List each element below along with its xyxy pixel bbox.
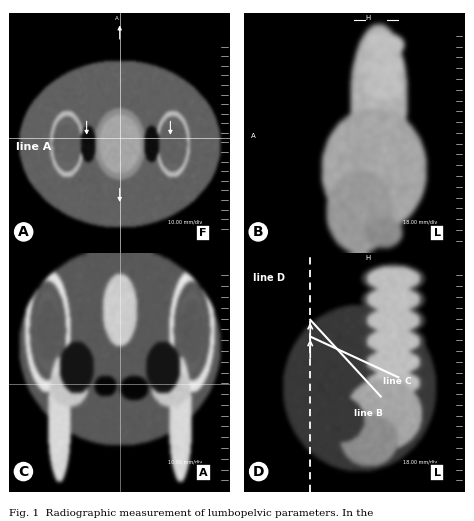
Text: F: F	[199, 228, 207, 238]
Text: A: A	[18, 225, 29, 239]
Text: A: A	[251, 133, 255, 139]
Text: 18.00 mm/div: 18.00 mm/div	[403, 460, 437, 465]
Text: H: H	[365, 15, 371, 21]
Text: 10.00 mm/div: 10.00 mm/div	[168, 460, 202, 465]
Text: line B: line B	[354, 408, 383, 418]
Text: line D: line D	[253, 274, 285, 283]
Text: L: L	[434, 228, 441, 238]
Text: 10.00 mm/div: 10.00 mm/div	[168, 220, 202, 225]
Text: C: C	[18, 465, 28, 479]
Text: A: A	[115, 16, 119, 21]
Text: line A: line A	[16, 142, 52, 152]
Text: B: B	[253, 225, 264, 239]
Text: L: L	[434, 467, 441, 478]
Text: D: D	[253, 465, 264, 479]
Text: Fig. 1  Radiographic measurement of lumbopelvic parameters. In the: Fig. 1 Radiographic measurement of lumbo…	[9, 510, 374, 518]
Text: B: B	[253, 225, 264, 239]
Text: D: D	[253, 465, 264, 479]
Text: C: C	[18, 465, 28, 479]
Text: A: A	[199, 467, 208, 478]
Text: H: H	[365, 255, 371, 261]
Text: line C: line C	[383, 378, 411, 387]
Text: A: A	[18, 225, 29, 239]
Text: 18.00 mm/div: 18.00 mm/div	[403, 220, 437, 225]
